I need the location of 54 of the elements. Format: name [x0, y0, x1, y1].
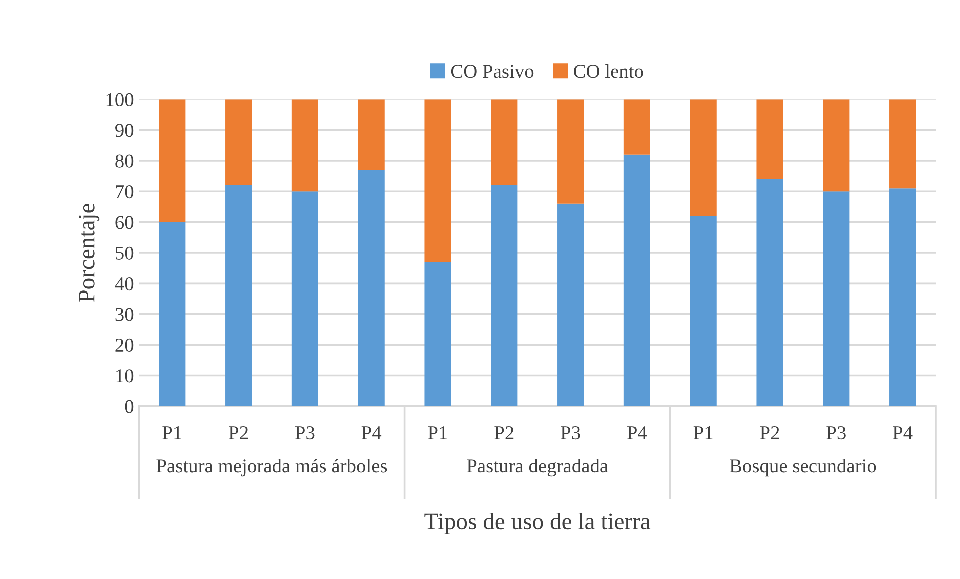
bar: [159, 100, 186, 222]
bar: [424, 262, 452, 406]
y-tick-label: 40: [115, 278, 134, 291]
bar: [424, 100, 452, 262]
bar: [890, 188, 916, 406]
bar: [756, 179, 784, 406]
x-tick-label: P2: [494, 426, 514, 440]
bar: [292, 192, 318, 406]
bar: [358, 100, 385, 170]
x-tick-label: P1: [162, 426, 182, 440]
bar: [890, 100, 916, 189]
x-tick-label: P4: [893, 426, 913, 440]
x-tick-label: P3: [295, 426, 315, 440]
bar: [226, 186, 252, 406]
bar: [558, 100, 584, 204]
bar: [491, 100, 518, 186]
bar: [491, 186, 518, 406]
y-tick-label: 30: [116, 308, 134, 322]
text: Pastura degradada: [467, 458, 608, 477]
y-axis-title: Porcentaje: [78, 204, 100, 302]
bar: [823, 192, 850, 406]
text: Bosque secundario: [730, 459, 876, 477]
y-tick-label: 70: [116, 185, 134, 199]
y-tick-label: 50: [116, 246, 134, 260]
bar: [226, 100, 252, 186]
x-tick-label: P3: [561, 426, 580, 440]
legend-label: CO Pasivo: [451, 65, 534, 78]
x-axis-title: Tipos de uso de la tierra: [424, 512, 651, 534]
y-tick-label: 0: [125, 400, 134, 414]
bar: [624, 154, 650, 406]
bar: [358, 170, 385, 406]
bar: [756, 100, 784, 180]
y-tick-label: 20: [116, 338, 134, 352]
x-tick-label: P3: [826, 426, 846, 440]
x-tick-label: P2: [760, 426, 780, 440]
y-tick-label: 80: [116, 154, 134, 168]
y-tick-label: 60: [116, 216, 134, 230]
x-tick-label: P1: [694, 426, 713, 440]
legend-label: CO lento: [574, 64, 644, 78]
bar: [690, 216, 717, 406]
bar: [690, 100, 717, 216]
text: Pastura mejorada más árboles: [156, 459, 388, 477]
y-tick-label: 100: [106, 93, 134, 107]
y-tick-label: 90: [116, 124, 134, 138]
bar: [823, 100, 850, 192]
y-tick-label: 10: [116, 370, 134, 383]
bar: [159, 222, 186, 406]
bar: [292, 100, 318, 192]
x-tick-label: P1: [428, 426, 448, 440]
bar: [624, 100, 650, 155]
x-tick-label: P2: [229, 426, 248, 440]
x-tick-label: P4: [362, 426, 382, 440]
x-tick-label: P4: [627, 426, 648, 440]
bar: [558, 204, 584, 406]
